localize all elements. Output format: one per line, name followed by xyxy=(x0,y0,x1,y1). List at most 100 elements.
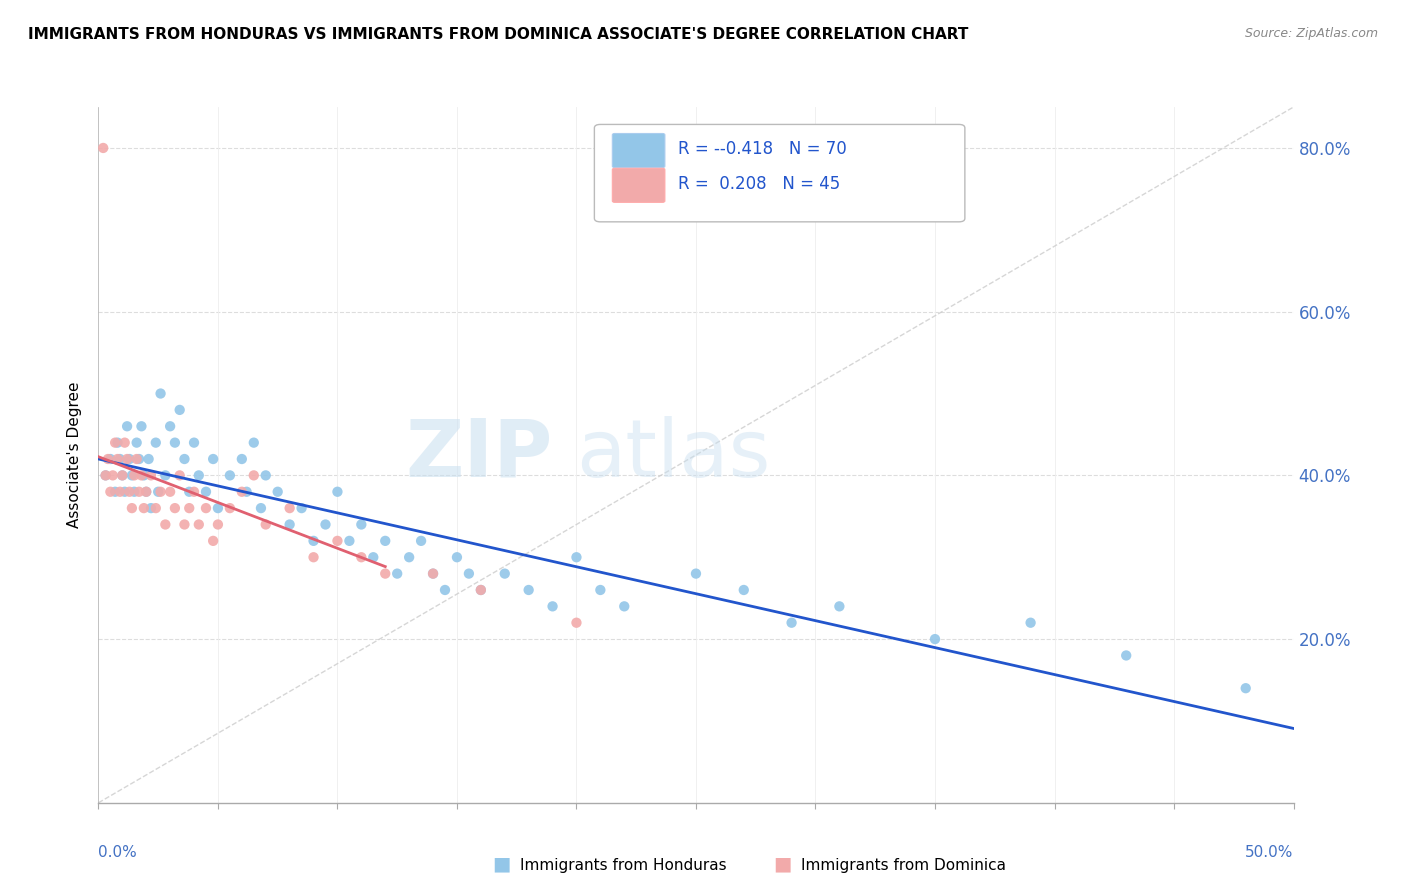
Point xyxy=(374,533,396,548)
Point xyxy=(169,403,191,417)
Point xyxy=(145,435,167,450)
Point xyxy=(139,468,162,483)
Point xyxy=(385,566,409,581)
Point xyxy=(125,435,148,450)
Text: ■: ■ xyxy=(492,855,510,873)
Point xyxy=(235,484,257,499)
Point xyxy=(145,501,167,516)
Point xyxy=(363,550,385,565)
Point xyxy=(155,517,177,532)
Point xyxy=(291,501,314,516)
Point xyxy=(374,566,396,581)
Point xyxy=(422,566,444,581)
Point xyxy=(458,566,481,581)
Y-axis label: Associate's Degree: Associate's Degree xyxy=(67,382,83,528)
Text: ZIP: ZIP xyxy=(405,416,553,494)
Point xyxy=(115,452,138,467)
Point xyxy=(685,566,707,581)
Point xyxy=(613,599,636,614)
Point xyxy=(98,484,122,499)
Point xyxy=(163,435,186,450)
Point xyxy=(254,468,277,483)
Point xyxy=(187,517,209,532)
Point xyxy=(541,599,564,614)
Point xyxy=(494,566,516,581)
Point xyxy=(219,501,242,516)
Point xyxy=(163,501,186,516)
Point xyxy=(139,501,162,516)
Text: 0.0%: 0.0% xyxy=(98,845,138,860)
Point xyxy=(183,484,205,499)
Point xyxy=(315,517,337,532)
Point xyxy=(470,582,492,597)
Point xyxy=(589,582,612,597)
Point xyxy=(107,452,129,467)
Point xyxy=(114,435,136,450)
Point xyxy=(278,517,301,532)
Point xyxy=(470,582,492,597)
Point xyxy=(339,533,361,548)
Point xyxy=(132,501,155,516)
Point xyxy=(219,468,242,483)
FancyBboxPatch shape xyxy=(595,124,965,222)
Text: R =  0.208   N = 45: R = 0.208 N = 45 xyxy=(678,175,841,193)
Point xyxy=(195,484,218,499)
Text: Immigrants from Honduras: Immigrants from Honduras xyxy=(520,858,727,872)
Point xyxy=(94,468,117,483)
Point xyxy=(326,484,349,499)
Point xyxy=(231,452,253,467)
Point xyxy=(159,484,181,499)
Point xyxy=(135,484,157,499)
Point xyxy=(733,582,755,597)
Point xyxy=(302,533,325,548)
Point xyxy=(124,484,146,499)
Point xyxy=(828,599,851,614)
Point xyxy=(243,468,266,483)
Point xyxy=(149,484,172,499)
Point xyxy=(131,468,153,483)
Point xyxy=(434,582,457,597)
Point xyxy=(411,533,433,548)
Point xyxy=(131,419,153,434)
Point xyxy=(173,517,195,532)
Point xyxy=(107,435,129,450)
Point xyxy=(565,550,588,565)
Point xyxy=(207,517,229,532)
Point xyxy=(121,468,143,483)
Point xyxy=(780,615,803,630)
Point xyxy=(202,452,225,467)
Point xyxy=(422,566,444,581)
Point xyxy=(118,452,141,467)
Point xyxy=(124,468,146,483)
Point xyxy=(108,452,131,467)
Point xyxy=(128,484,150,499)
Point xyxy=(1019,615,1042,630)
Point xyxy=(101,468,124,483)
Point xyxy=(195,501,218,516)
Point xyxy=(517,582,540,597)
Point xyxy=(326,533,349,548)
Text: R = --0.418   N = 70: R = --0.418 N = 70 xyxy=(678,140,846,158)
Point xyxy=(114,484,136,499)
Point xyxy=(250,501,273,516)
Point xyxy=(159,419,181,434)
Text: Immigrants from Dominica: Immigrants from Dominica xyxy=(801,858,1007,872)
Point xyxy=(278,501,301,516)
Point xyxy=(350,550,373,565)
Point xyxy=(91,141,114,155)
Point xyxy=(350,517,373,532)
Point xyxy=(132,468,155,483)
Text: IMMIGRANTS FROM HONDURAS VS IMMIGRANTS FROM DOMINICA ASSOCIATE'S DEGREE CORRELAT: IMMIGRANTS FROM HONDURAS VS IMMIGRANTS F… xyxy=(28,27,969,42)
Point xyxy=(115,419,138,434)
Point xyxy=(169,468,191,483)
Point xyxy=(1234,681,1257,696)
Point xyxy=(155,468,177,483)
FancyBboxPatch shape xyxy=(613,169,665,202)
Text: Source: ZipAtlas.com: Source: ZipAtlas.com xyxy=(1244,27,1378,40)
Point xyxy=(924,632,946,646)
Point xyxy=(565,615,588,630)
Point xyxy=(1115,648,1137,663)
Point xyxy=(254,517,277,532)
Point xyxy=(104,484,127,499)
Point xyxy=(111,468,134,483)
